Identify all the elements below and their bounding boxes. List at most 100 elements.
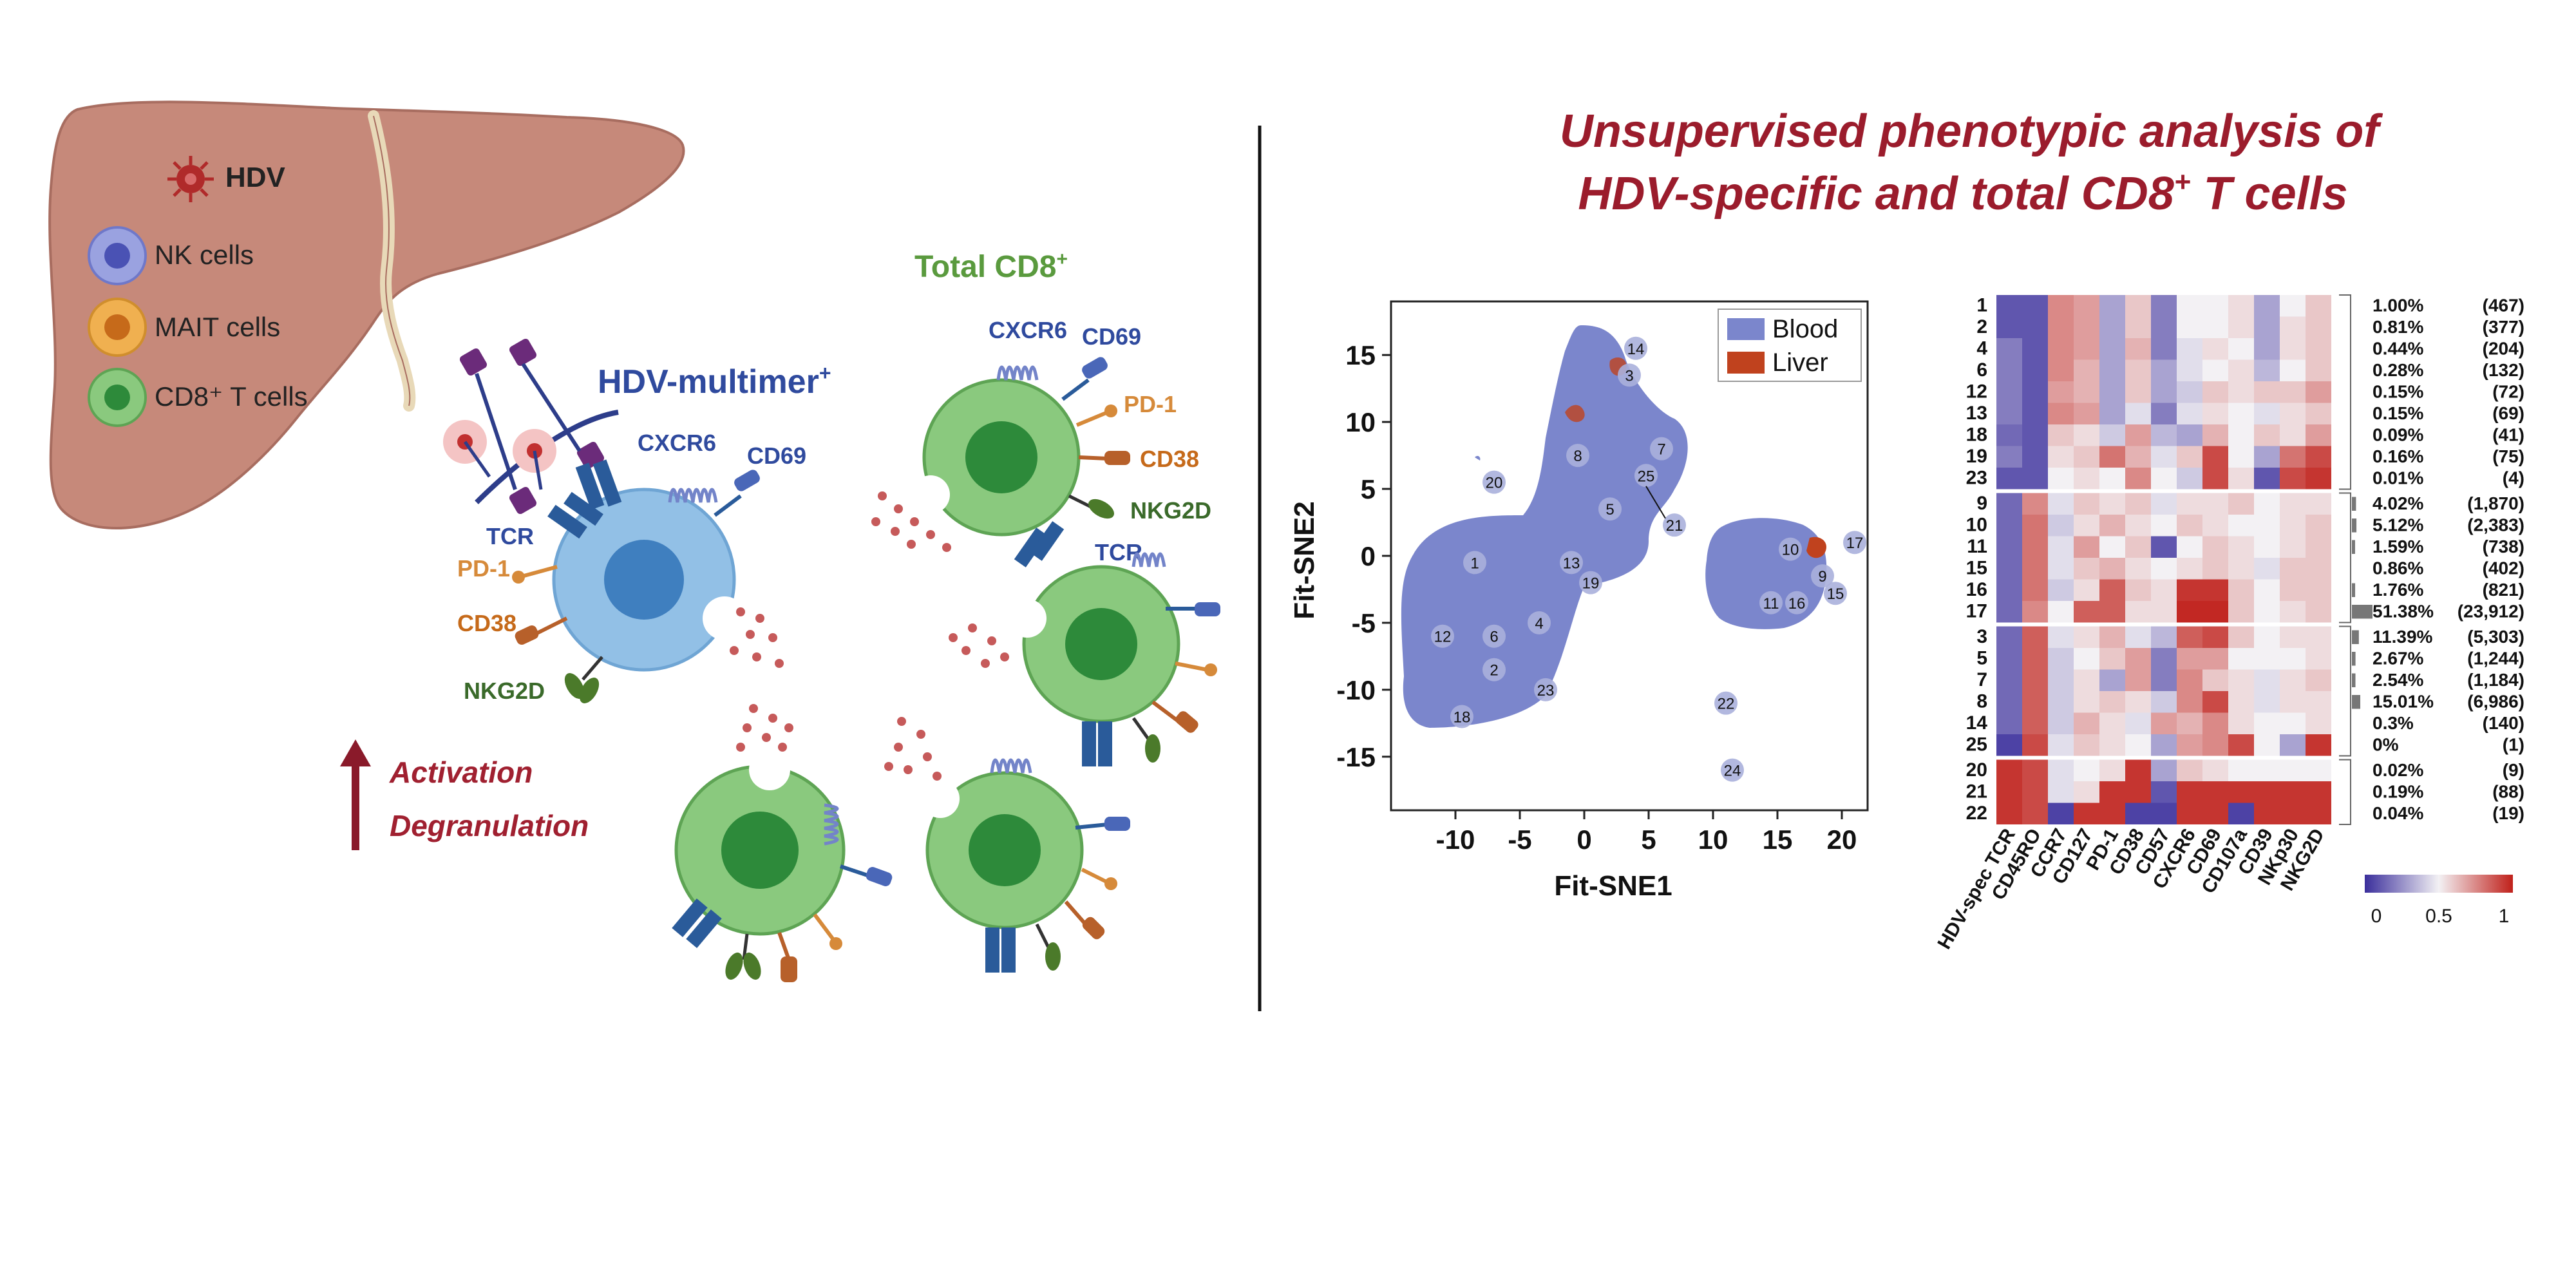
heatmap-cell [2022, 669, 2048, 691]
heatmap-cell [2099, 493, 2125, 515]
heatmap-cell [2125, 781, 2151, 803]
heatmap-row-percent: 1.00% [2372, 296, 2423, 316]
heatmap-group-bracket [2339, 625, 2351, 757]
tsne-leader-line [1645, 486, 1666, 519]
tsne-cluster-label: 24 [1724, 763, 1741, 780]
heatmap-cell [2099, 669, 2125, 691]
tsne-cluster-marker [1811, 564, 1834, 588]
heatmap-cell [2280, 781, 2306, 803]
legend-hdv-label: HDV [225, 162, 286, 193]
heatmap-cell [2202, 669, 2228, 691]
heatmap-cell [1996, 669, 2022, 691]
heatmap-cell [2048, 579, 2074, 601]
heatmap-cell [2280, 493, 2306, 515]
heatmap-row-percent: 0.19% [2372, 782, 2423, 802]
heatmap-cell [2280, 601, 2306, 623]
label-nkg2d-hdv: NKG2D [464, 678, 545, 704]
heatmap-cell [2022, 424, 2048, 446]
heatmap-cell [2306, 601, 2331, 623]
heatmap-cell [2254, 359, 2280, 381]
heatmap-cell [2099, 648, 2125, 670]
heatmap-cell [2125, 601, 2151, 623]
heatmap-row-count: (9) [2503, 760, 2524, 780]
heatmap-cell [2151, 759, 2177, 781]
heatmap-row-label: 16 [1966, 579, 1987, 600]
heatmap-cell [1996, 803, 2022, 824]
heatmap-cell [2280, 359, 2306, 381]
heatmap-cell [2099, 403, 2125, 424]
tsne-cluster-marker [1482, 470, 1506, 494]
heatmap-row-percent: 0% [2372, 735, 2399, 755]
total-cd8-title: Total CD8+ [914, 249, 1068, 284]
colorbar-tick-1: 1 [2499, 906, 2510, 927]
tsne-cluster-label: 6 [1490, 629, 1498, 646]
tsne-cluster-label: 3 [1625, 367, 1633, 385]
heatmap-cell [1996, 579, 2022, 601]
heatmap-cell [2151, 579, 2177, 601]
heatmap-cell [2228, 316, 2254, 338]
tsne-xtick-label: -5 [1508, 824, 1531, 855]
heatmap-row-label: 4 [1976, 338, 1987, 359]
heatmap-cell [2125, 295, 2151, 317]
tsne-cluster-label: 16 [1788, 595, 1806, 613]
heatmap-cell [2228, 759, 2254, 781]
heatmap-cell [2022, 515, 2048, 537]
tsne-ylabel: Fit-SNE2 [1289, 501, 1320, 619]
heatmap-cell [1996, 468, 2022, 490]
heatmap-cell [2022, 759, 2048, 781]
heatmap-cell [2306, 803, 2331, 824]
heatmap-size-bar [2352, 605, 2372, 619]
heatmap-cell [2125, 403, 2151, 424]
heatmap-row-label: 17 [1966, 601, 1987, 622]
heatmap-cell [2022, 493, 2048, 515]
heatmap-row-label: 23 [1966, 468, 1987, 489]
heatmap-cell [2151, 381, 2177, 403]
heatmap-row-percent: 1.76% [2372, 580, 2423, 600]
tsne-cluster-label: 9 [1818, 568, 1826, 585]
legend-blood-label: Blood [1772, 315, 1838, 343]
tsne-cluster-label: 4 [1535, 615, 1543, 632]
tsne-xtick-label: 20 [1827, 824, 1857, 855]
heatmap-row-percent: 0.02% [2372, 760, 2423, 780]
heatmap-cell [2099, 803, 2125, 824]
granules-middle [949, 623, 1009, 668]
heatmap-cell [2280, 803, 2306, 824]
heatmap-cell [2202, 734, 2228, 756]
heatmap-row-count: (132) [2483, 360, 2524, 380]
heatmap-row-label: 14 [1966, 712, 1988, 734]
heatmap-cell [2202, 359, 2228, 381]
heatmap-cell [2280, 579, 2306, 601]
heatmap-row-label: 15 [1966, 558, 1987, 579]
heatmap-cell [2280, 403, 2306, 424]
heatmap-cell [1996, 648, 2022, 670]
tsne-ytick-label: 15 [1345, 340, 1376, 370]
heatmap-cell [2202, 316, 2228, 338]
heatmap-cell [2074, 558, 2099, 580]
heatmap-row-label: 11 [1967, 536, 1987, 557]
heatmap-cell [2177, 781, 2202, 803]
heatmap-cell [2151, 558, 2177, 580]
tsne-xtick-label: 10 [1698, 824, 1728, 855]
heatmap-row-count: (23,912) [2458, 602, 2524, 622]
heatmap-cell [2099, 338, 2125, 360]
heatmap-cell [2177, 648, 2202, 670]
tsne-cluster-marker [1624, 336, 1647, 360]
tsne-cluster-marker [1560, 551, 1583, 575]
heatmap-cell [2254, 669, 2280, 691]
heatmap-cell [2048, 316, 2074, 338]
heatmap-cell [2048, 734, 2074, 756]
heatmap-cell [2177, 669, 2202, 691]
heatmap-cell [2151, 515, 2177, 537]
heatmap-cell [2177, 316, 2202, 338]
heatmap-cell [2228, 558, 2254, 580]
heatmap-cell [2099, 712, 2125, 734]
hdv-specific-cd8-cell [512, 459, 760, 703]
legend-mait-label: MAIT cells [155, 312, 280, 342]
heatmap-row-label: 3 [1976, 626, 1987, 647]
heatmap-cell [2074, 359, 2099, 381]
heatmap-cell [2151, 295, 2177, 317]
heatmap-cell [1996, 424, 2022, 446]
cd8-cell-icon [88, 368, 147, 427]
heatmap-row-percent: 4.02% [2372, 493, 2423, 513]
heatmap-row-count: (69) [2492, 403, 2524, 423]
